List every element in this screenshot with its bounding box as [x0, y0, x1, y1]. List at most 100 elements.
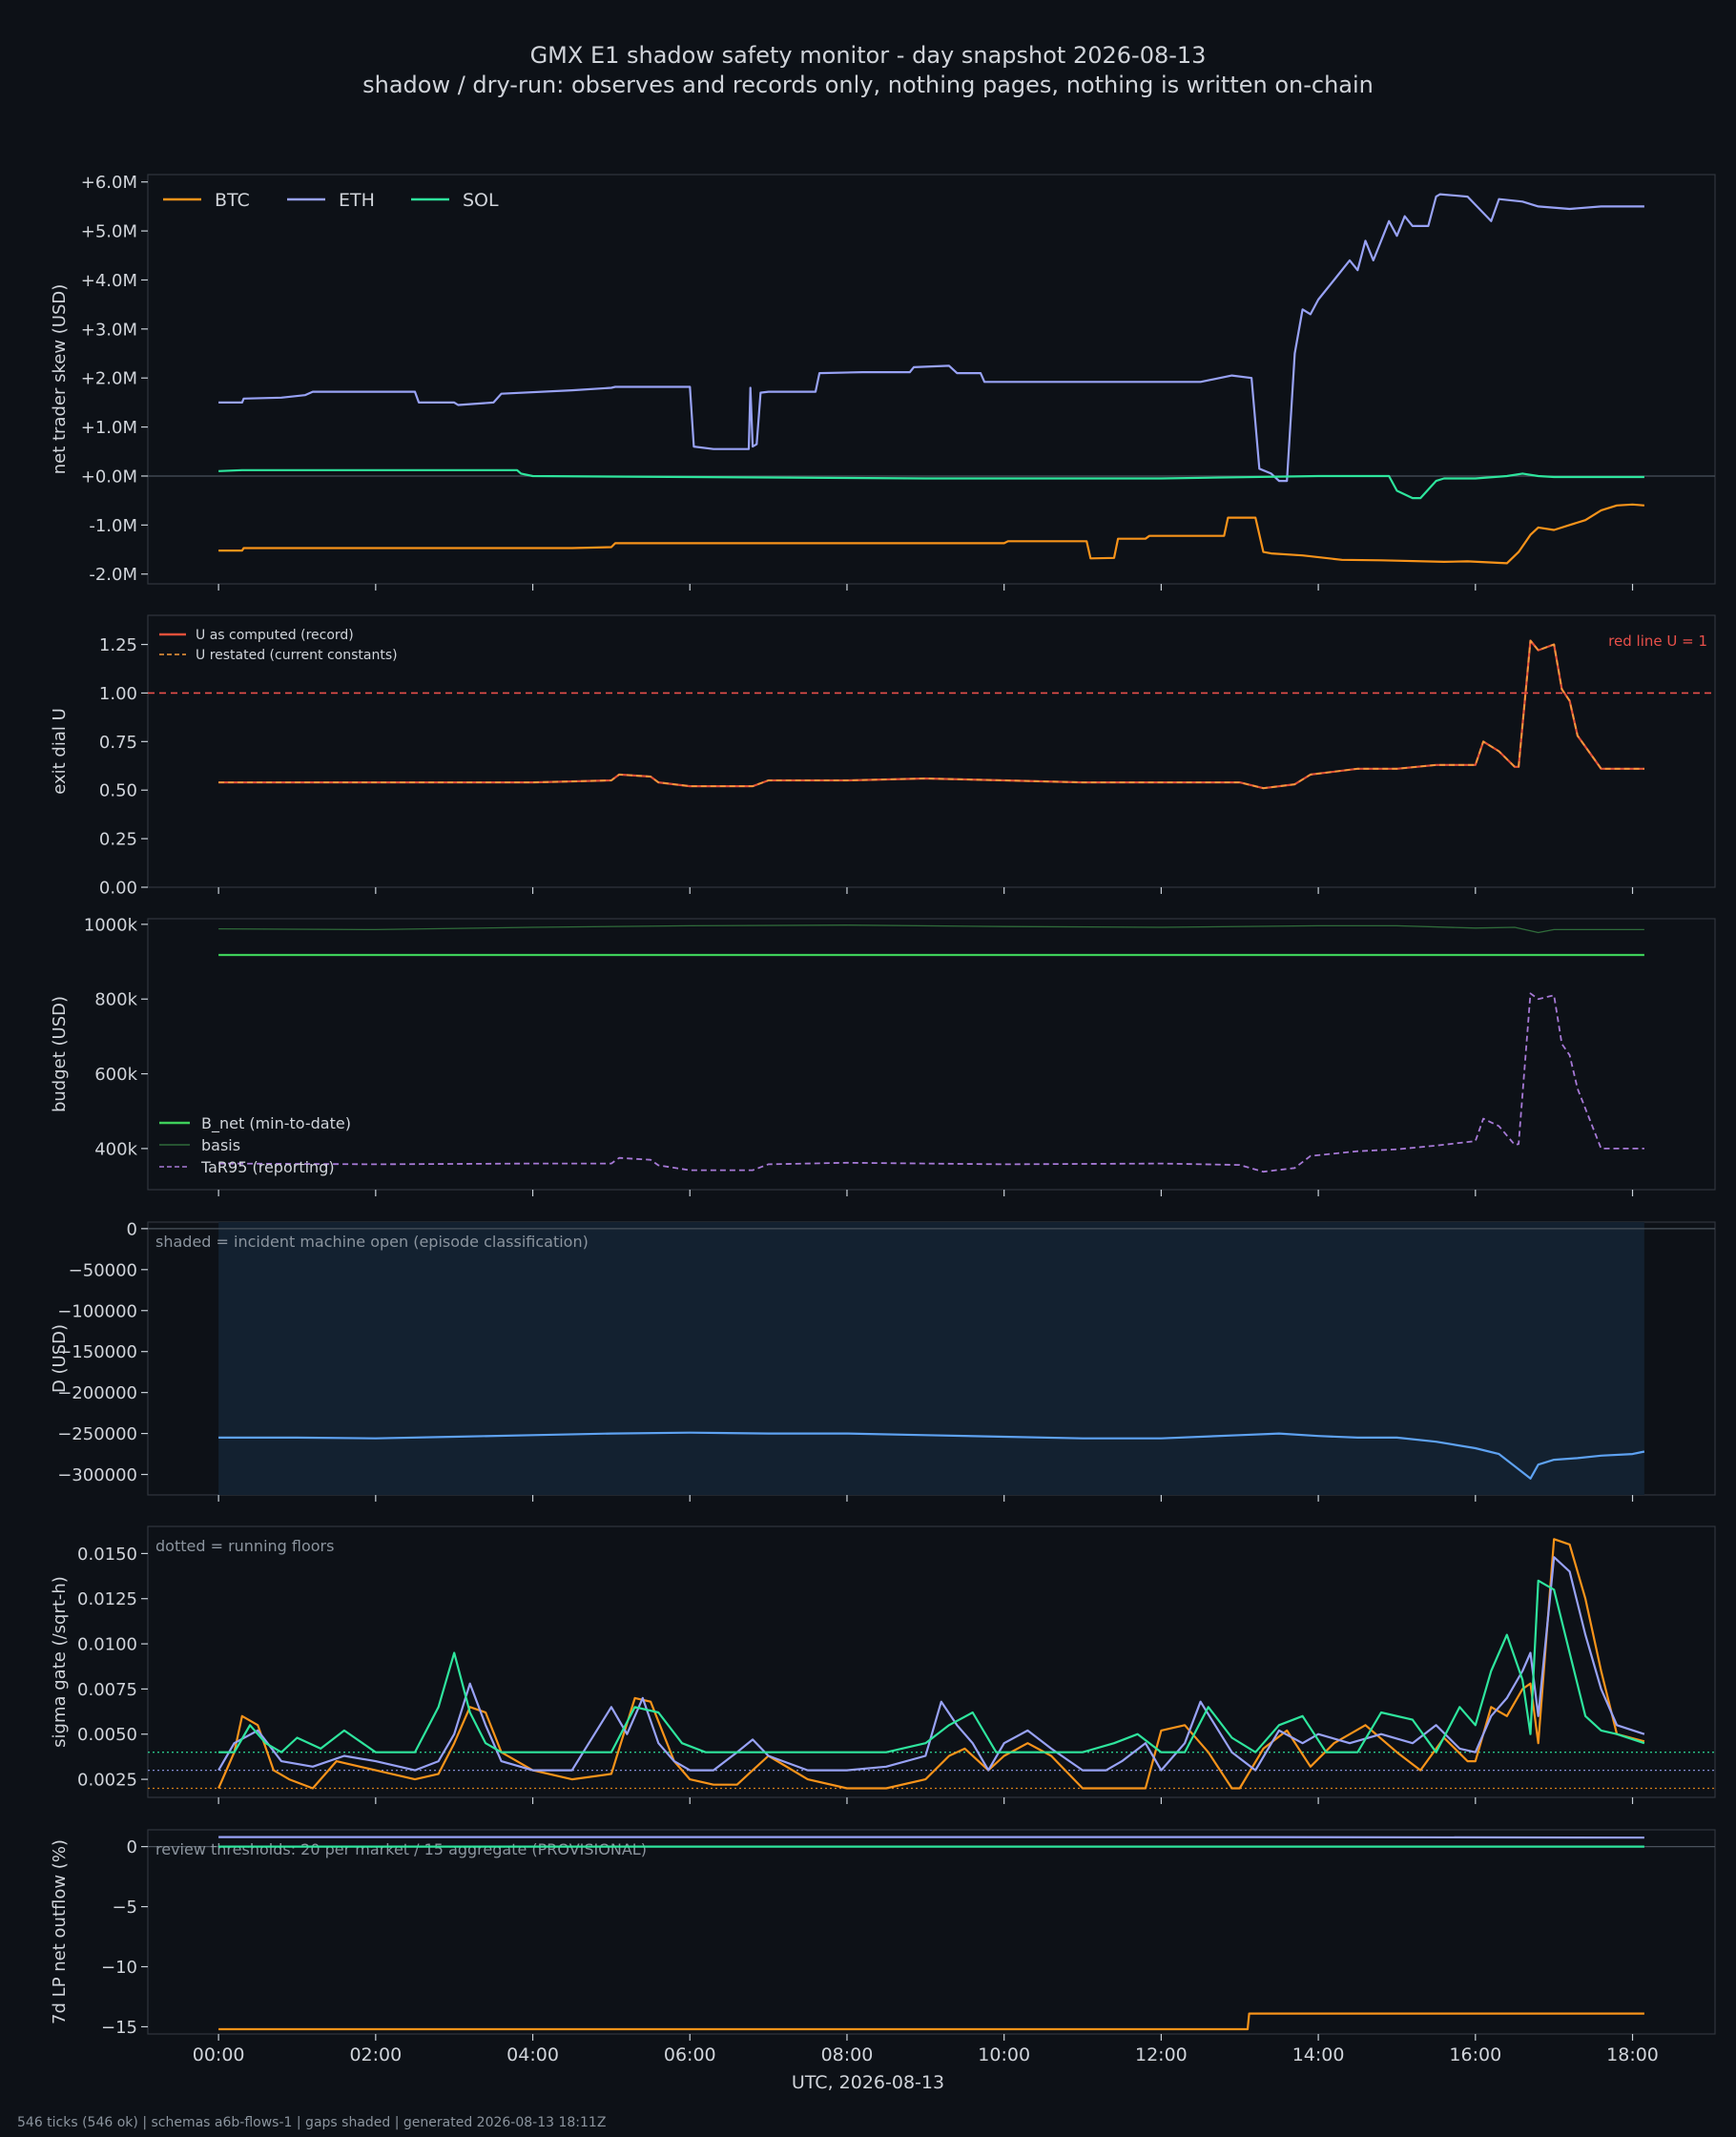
x-tick-label: 10:00 [978, 2044, 1030, 2065]
series-line-sol [218, 1579, 1645, 1753]
y-tick-label: +4.0M [81, 271, 137, 291]
panel-sigma: 0.0025 0.0050 0.0075 0.0100 0.0125 0.0150 sigm… [50, 1525, 1716, 1804]
x-tick-label: 08:00 [821, 2044, 874, 2065]
y-tick-label: -1.0M [89, 516, 137, 536]
y-tick-label: +2.0M [81, 369, 137, 389]
y-tick-label: 0 [127, 1837, 137, 1857]
series-group [218, 924, 1644, 1173]
x-tick-label: 18:00 [1606, 2044, 1659, 2065]
x-tick-label: 02:00 [349, 2044, 402, 2065]
y-tick-label: 1000k [84, 915, 138, 935]
footer-status: 546 ticks (546 ok) | schemas a6b-flows-1… [17, 2115, 606, 2130]
series-line-eth [218, 1836, 1644, 1839]
series-group [218, 193, 1644, 565]
series-line-btc [217, 1538, 1645, 1790]
x-tick-label: 16:00 [1449, 2044, 1501, 2065]
x-axis-label: UTC, 2026-08-13 [792, 2072, 944, 2093]
y-tick-label: 800k [94, 990, 137, 1010]
y-tick-label: 0.0150 [77, 1545, 137, 1565]
x-tick-label: 14:00 [1292, 2044, 1345, 2065]
panel-annotation: review thresholds: 20 per market / 15 ag… [155, 1840, 647, 1858]
y-tick-label: −50000 [69, 1260, 137, 1280]
series-line-tar95-reporting- [218, 992, 1644, 1173]
y-tick-label: 0 [127, 1219, 137, 1239]
y-axis-label: 7d LP net outflow (%) [50, 1839, 70, 2024]
series-line-btc [218, 503, 1644, 565]
panel-budget: 400k 600k 800k 1000k budget (USD) B_net (min-… [50, 915, 1716, 1196]
series-line-btc [218, 2012, 1644, 2031]
y-tick-label: −150000 [57, 1342, 137, 1362]
y-tick-label: 1.00 [99, 684, 137, 704]
series-line-u-restated-current-constants- [218, 639, 1644, 790]
figure-subtitle: shadow / dry-run: observes and records o… [362, 72, 1374, 98]
y-tick-label: 0.0025 [77, 1771, 137, 1791]
panel-skew: -2.0M -1.0M +0.0M +1.0M +2.0M +3.0M +4.0M +5.0M… [50, 173, 1716, 591]
panel-frame [147, 614, 1716, 888]
y-tick-label: 0.0125 [77, 1589, 137, 1609]
y-tick-label: −250000 [57, 1424, 137, 1444]
y-tick-label: 1.25 [99, 635, 137, 655]
y-tick-label: −300000 [57, 1465, 137, 1485]
panel-frame [147, 918, 1716, 1191]
y-tick-label: +1.0M [81, 418, 137, 438]
series-line-eth [217, 1556, 1645, 1772]
panel-exit-dial: 0.00 0.25 0.50 0.75 1.00 1.25 exit dial U red l… [50, 614, 1716, 899]
y-axis-label: D (USD) [50, 1324, 70, 1393]
y-tick-label: 0.75 [99, 733, 137, 753]
y-tick-label: 0.25 [99, 830, 137, 850]
panel-frame [147, 1525, 1716, 1798]
chart-panels: -2.0M -1.0M +0.0M +1.0M +2.0M +3.0M +4.0M +5.0M… [50, 173, 1716, 2065]
y-axis-label: exit dial U [50, 708, 70, 795]
y-tick-label: +6.0M [81, 173, 137, 193]
legend-label: ETH [339, 190, 375, 211]
y-tick-label: −100000 [57, 1301, 137, 1321]
legend-label: B_net (min-to-date) [201, 1114, 351, 1133]
x-tick-label: 12:00 [1135, 2044, 1188, 2065]
panel-drawdown: 0 −50000 −100000 −150000 −200000 −250000 −3000… [50, 1219, 1716, 1502]
legend-label: basis [201, 1136, 240, 1154]
y-tick-label: +3.0M [81, 320, 137, 340]
series-line-sol [218, 468, 1644, 500]
panel-frame [147, 174, 1716, 585]
series-group [218, 1431, 1645, 1480]
incident-shade [218, 1222, 1644, 1495]
y-tick-label: 400k [94, 1139, 137, 1159]
y-axis-label: net trader skew (USD) [50, 284, 70, 475]
y-tick-label: −200000 [57, 1383, 137, 1403]
series-group [218, 639, 1644, 790]
x-tick-label: 04:00 [506, 2044, 559, 2065]
y-tick-label: 0.0100 [77, 1635, 137, 1655]
y-tick-label: +0.0M [81, 467, 137, 487]
series-line-basis [218, 924, 1644, 934]
panel-frame [147, 1829, 1716, 2035]
y-tick-label: 0.00 [99, 879, 137, 899]
series-group [218, 1836, 1644, 2031]
panel-lp-outflow: 0 −5 −10 −15 7d LP net outflow (%) review thr… [50, 1829, 1716, 2041]
legend-label: SOL [463, 190, 499, 211]
legend-label: U as computed (record) [196, 628, 354, 643]
series-line-eth [218, 193, 1644, 483]
y-tick-label: 0.50 [99, 781, 137, 801]
y-tick-label: 600k [94, 1065, 137, 1085]
series-group [217, 1538, 1645, 1790]
y-tick-label: -2.0M [89, 565, 137, 585]
y-tick-label: 0.0075 [77, 1680, 137, 1700]
x-tick-label: 00:00 [193, 2044, 245, 2065]
y-axis-label: budget (USD) [50, 996, 70, 1112]
y-tick-label: −10 [101, 1958, 137, 1978]
y-axis-label: sigma gate (/sqrt-h) [50, 1576, 70, 1748]
x-tick-label: 06:00 [664, 2044, 716, 2065]
legend-label: TaR95 (reporting) [200, 1158, 335, 1176]
y-tick-label: +5.0M [81, 222, 137, 242]
y-tick-label: −5 [112, 1898, 137, 1918]
panel-annotation: shaded = incident machine open (episode … [155, 1233, 589, 1251]
y-tick-label: 0.0050 [77, 1725, 137, 1745]
figure-title: GMX E1 shadow safety monitor - day snaps… [530, 42, 1207, 69]
legend-label: BTC [215, 190, 250, 211]
legend-label: U restated (current constants) [196, 648, 398, 663]
panel-annotation: dotted = running floors [155, 1537, 334, 1555]
red-line-label: red line U = 1 [1608, 633, 1707, 650]
y-tick-label: −15 [101, 2018, 137, 2038]
